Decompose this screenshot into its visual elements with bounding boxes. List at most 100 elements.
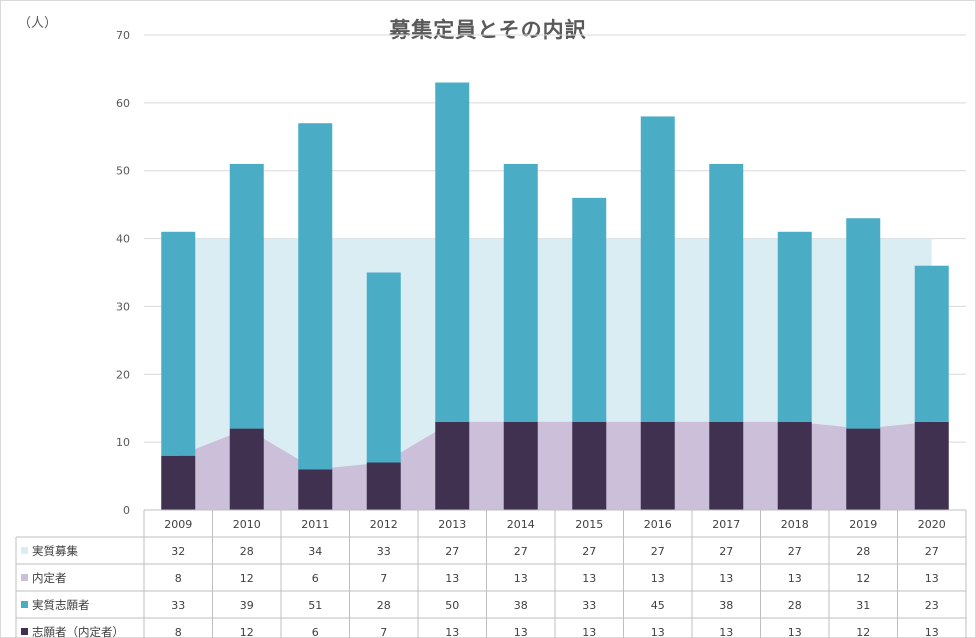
- legend-entry: 志願者（内定者）: [32, 625, 124, 638]
- data-table-cell: 32: [171, 545, 185, 558]
- bar-shiganasha-naiteisha: [161, 455, 196, 510]
- data-table-cell: 6: [312, 626, 319, 638]
- y-tick-label: 10: [116, 436, 130, 449]
- bar-jisshitsu-shiganasha: [914, 265, 949, 422]
- chart-title: 募集定員とその内訳: [389, 18, 587, 42]
- data-table-cell: 28: [788, 599, 802, 612]
- data-table-cell: 6: [312, 572, 319, 585]
- data-table-cell: 7: [380, 626, 387, 638]
- data-table-cell: 33: [377, 545, 391, 558]
- data-table-cell: 28: [856, 545, 870, 558]
- data-table-cell: 45: [651, 599, 665, 612]
- data-table-cell: 33: [171, 599, 185, 612]
- data-table-cell: 13: [651, 626, 665, 638]
- bar-shiganasha-naiteisha: [366, 462, 401, 510]
- x-tick-label: 2015: [575, 518, 603, 531]
- bar-jisshitsu-shiganasha: [503, 163, 538, 422]
- x-tick-label: 2010: [233, 518, 261, 531]
- x-tick-label: 2017: [712, 518, 740, 531]
- legend-entry: 実質志願者: [32, 598, 90, 612]
- data-table-cell: 13: [445, 626, 459, 638]
- data-table-cell: 27: [719, 545, 733, 558]
- data-table-cell: 38: [514, 599, 528, 612]
- bar-jisshitsu-shiganasha: [229, 163, 264, 429]
- area-series-naiteisha: [178, 421, 932, 510]
- legend-key: [21, 547, 28, 554]
- data-table-cell: 13: [582, 572, 596, 585]
- bar-jisshitsu-shiganasha: [298, 123, 333, 470]
- data-table-cell: 31: [856, 599, 870, 612]
- data-table-cell: 28: [240, 545, 254, 558]
- bar-shiganasha-naiteisha: [435, 421, 470, 510]
- bar-shiganasha-naiteisha: [777, 421, 812, 510]
- data-table-cell: 33: [582, 599, 596, 612]
- y-tick-label: 20: [116, 368, 130, 381]
- data-table-cell: 13: [719, 626, 733, 638]
- data-table-cell: 27: [514, 545, 528, 558]
- bar-jisshitsu-shiganasha: [846, 218, 881, 429]
- bar-shiganasha-naiteisha: [914, 421, 949, 510]
- x-tick-label: 2016: [644, 518, 672, 531]
- bar-jisshitsu-shiganasha: [777, 231, 812, 422]
- legend-key: [21, 601, 28, 608]
- data-table-cell: 13: [514, 626, 528, 638]
- bar-jisshitsu-shiganasha: [366, 272, 401, 463]
- data-table-cell: 27: [651, 545, 665, 558]
- data-table-cell: 51: [308, 599, 322, 612]
- data-table-cell: 39: [240, 599, 254, 612]
- data-table-cell: 12: [856, 572, 870, 585]
- data-table-cell: 28: [377, 599, 391, 612]
- data-table-cell: 13: [925, 572, 939, 585]
- x-tick-label: 2014: [507, 518, 535, 531]
- legend-entry: 内定者: [32, 571, 67, 585]
- bar-shiganasha-naiteisha: [709, 421, 744, 510]
- data-table-cell: 13: [514, 572, 528, 585]
- bar-shiganasha-naiteisha: [229, 428, 264, 510]
- data-table-cell: 8: [175, 572, 182, 585]
- bar-shiganasha-naiteisha: [640, 421, 675, 510]
- x-tick-label: 2019: [849, 518, 877, 531]
- bar-jisshitsu-shiganasha: [572, 197, 607, 422]
- bar-shiganasha-naiteisha: [572, 421, 607, 510]
- data-table-cell: 34: [308, 545, 322, 558]
- bar-shiganasha-naiteisha: [298, 469, 333, 510]
- x-tick-label: 2013: [438, 518, 466, 531]
- data-table-cell: 27: [582, 545, 596, 558]
- data-table-cell: 13: [445, 572, 459, 585]
- data-table-cell: 13: [651, 572, 665, 585]
- y-tick-label: 70: [116, 29, 130, 42]
- y-tick-label: 50: [116, 165, 130, 178]
- data-table-cell: 12: [856, 626, 870, 638]
- x-tick-label: 2012: [370, 518, 398, 531]
- data-table-cell: 13: [788, 626, 802, 638]
- data-table-cell: 7: [380, 572, 387, 585]
- data-table-cell: 27: [925, 545, 939, 558]
- data-table-cell: 13: [719, 572, 733, 585]
- y-tick-label: 40: [116, 233, 130, 246]
- y-tick-label: 60: [116, 97, 130, 110]
- area-series-jisshitsu-boshu: [178, 238, 932, 470]
- legend-entry: 実質募集: [32, 544, 78, 558]
- data-table-cell: 27: [445, 545, 459, 558]
- data-table-cell: 12: [240, 572, 254, 585]
- data-table-cell: 27: [788, 545, 802, 558]
- x-tick-label: 2018: [781, 518, 809, 531]
- y-tick-label: 30: [116, 300, 130, 313]
- bar-jisshitsu-shiganasha: [161, 231, 196, 456]
- data-table-cell: 38: [719, 599, 733, 612]
- legend-key: [21, 628, 28, 635]
- bar-jisshitsu-shiganasha: [435, 82, 470, 422]
- x-tick-label: 2011: [301, 518, 329, 531]
- data-table-cell: 8: [175, 626, 182, 638]
- bar-jisshitsu-shiganasha: [640, 116, 675, 422]
- y-tick-label: 0: [123, 504, 130, 517]
- x-tick-label: 2009: [164, 518, 192, 531]
- x-tick-label: 2020: [918, 518, 946, 531]
- data-table-cell: 23: [925, 599, 939, 612]
- data-table-cell: 13: [925, 626, 939, 638]
- legend-key: [21, 574, 28, 581]
- bar-shiganasha-naiteisha: [846, 428, 881, 510]
- data-table-cell: 50: [445, 599, 459, 612]
- bar-jisshitsu-shiganasha: [709, 163, 744, 422]
